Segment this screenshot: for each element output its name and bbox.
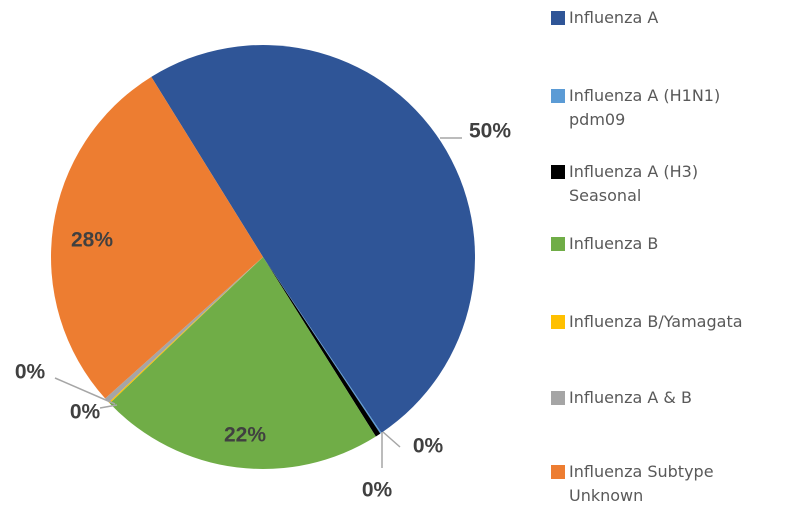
leader-line — [382, 431, 401, 448]
data-label: 0% — [70, 401, 101, 424]
legend-label: Influenza A — [569, 8, 659, 27]
legend-swatch — [551, 391, 565, 405]
legend-label: Influenza A & B — [569, 388, 692, 407]
legend-item: Influenza A (H1N1) pdm09 — [551, 84, 791, 132]
pie-slice — [105, 257, 263, 403]
legend-item: Influenza B — [551, 232, 791, 256]
legend-item: Influenza B/Yamagata — [551, 310, 791, 334]
pie-slice — [263, 257, 382, 434]
legend-item: Influenza A — [551, 6, 791, 30]
data-label: 0% — [15, 361, 46, 384]
legend-label: Influenza B — [569, 234, 659, 253]
pie-slice — [263, 257, 381, 437]
data-label: 0% — [362, 479, 393, 502]
leader-line — [54, 377, 116, 405]
data-label: 0% — [413, 435, 444, 458]
data-label: 22% — [224, 424, 266, 447]
legend-item: Influenza Subtype Unknown — [551, 460, 791, 508]
pie-slice — [109, 257, 376, 469]
legend-label: Influenza B/Yamagata — [569, 312, 743, 331]
legend-swatch — [551, 315, 565, 329]
legend-label: Influenza A (H1N1) pdm09 — [569, 86, 721, 129]
legend-swatch — [551, 89, 565, 103]
legend-label: Influenza A (H3) Seasonal — [569, 162, 699, 205]
data-label: 28% — [71, 229, 113, 252]
legend-swatch — [551, 165, 565, 179]
legend-label: Influenza Subtype Unknown — [569, 462, 714, 505]
legend-swatch — [551, 465, 565, 479]
pie-slice — [151, 44, 476, 433]
leader-line — [99, 404, 118, 409]
legend-swatch — [551, 237, 565, 251]
legend-item: Influenza A (H3) Seasonal — [551, 160, 791, 208]
chart: 50% 0% 0% 22% 0% 0% 28% — [15, 44, 511, 502]
data-label: 50% — [469, 120, 511, 143]
legend-swatch — [551, 11, 565, 25]
pie-slice — [51, 76, 264, 399]
legend-item: Influenza A & B — [551, 386, 791, 410]
pie-slice — [108, 257, 263, 404]
